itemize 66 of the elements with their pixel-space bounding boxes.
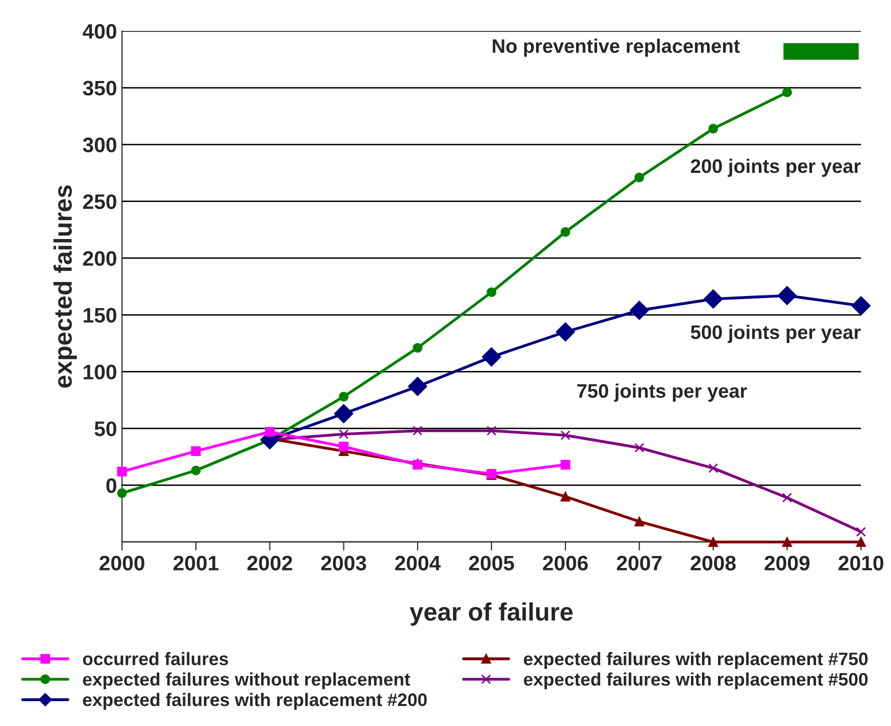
x-tick-label: 2010 [838, 556, 884, 570]
x-tick-label: 2006 [542, 556, 588, 570]
point [556, 322, 575, 342]
point [630, 300, 649, 320]
point [560, 227, 570, 237]
point [704, 289, 723, 309]
y-tick-label: 200 [83, 251, 116, 266]
point [782, 537, 792, 547]
point [338, 442, 349, 452]
x-tick-label: 2007 [616, 556, 662, 570]
point [486, 426, 496, 436]
point [708, 463, 718, 474]
y-tick-label: 50 [94, 421, 116, 436]
point [117, 488, 127, 498]
point [191, 466, 201, 476]
x-tick-label: 2002 [247, 556, 292, 570]
point [264, 426, 275, 437]
point [560, 492, 570, 502]
y-tick-label: 300 [82, 138, 116, 152]
y-axis-title: expected failures [54, 185, 77, 388]
y-tick-label: 0 [106, 478, 116, 493]
point [334, 404, 354, 424]
point [117, 466, 127, 476]
x-tick-label: 2001 [173, 556, 218, 570]
x-tick-label: 2008 [690, 556, 736, 570]
point [486, 287, 496, 298]
x-tick-label: 2004 [395, 556, 441, 570]
point [782, 87, 792, 98]
y-tick-label: 100 [84, 364, 116, 380]
point [634, 442, 644, 453]
x-tick-label: 2000 [100, 556, 144, 570]
point [412, 426, 422, 436]
point [778, 286, 797, 306]
point [560, 430, 570, 440]
point [191, 446, 201, 456]
y-tick-label: 150 [84, 308, 116, 323]
point [856, 537, 866, 547]
point [856, 526, 866, 537]
point [338, 429, 349, 439]
point [482, 347, 502, 366]
point [338, 392, 349, 402]
annotation: 200 joints per year [690, 158, 861, 177]
point [634, 172, 644, 182]
y-tick-label: 350 [82, 80, 116, 96]
x-tick-label: 2009 [764, 556, 810, 570]
y-tick-label: 400 [82, 24, 116, 39]
y-tick-label: 250 [83, 194, 116, 210]
legend-label: expected failures with replacement #200 [82, 692, 427, 710]
point [708, 124, 718, 134]
point [560, 460, 570, 470]
point [782, 492, 792, 503]
point [408, 376, 428, 396]
point [851, 296, 871, 316]
x-tick-label: 2005 [469, 556, 514, 570]
legend-label: expected failures with replacement #750 [524, 652, 868, 669]
point [412, 342, 422, 353]
annotation: 750 joints per year [577, 384, 747, 402]
annotation: No preventive replacement [492, 38, 740, 57]
point [634, 516, 644, 526]
annotation: 500 joints per year [690, 324, 861, 343]
x-axis-title: year of failure [410, 602, 573, 626]
point [708, 537, 718, 547]
legend-label: occurred failures [82, 652, 228, 666]
legend-label: expected failures without replacement [82, 672, 410, 690]
legend-label: expected failures with replacement #500 [524, 672, 868, 690]
x-tick-label: 2003 [321, 556, 366, 571]
